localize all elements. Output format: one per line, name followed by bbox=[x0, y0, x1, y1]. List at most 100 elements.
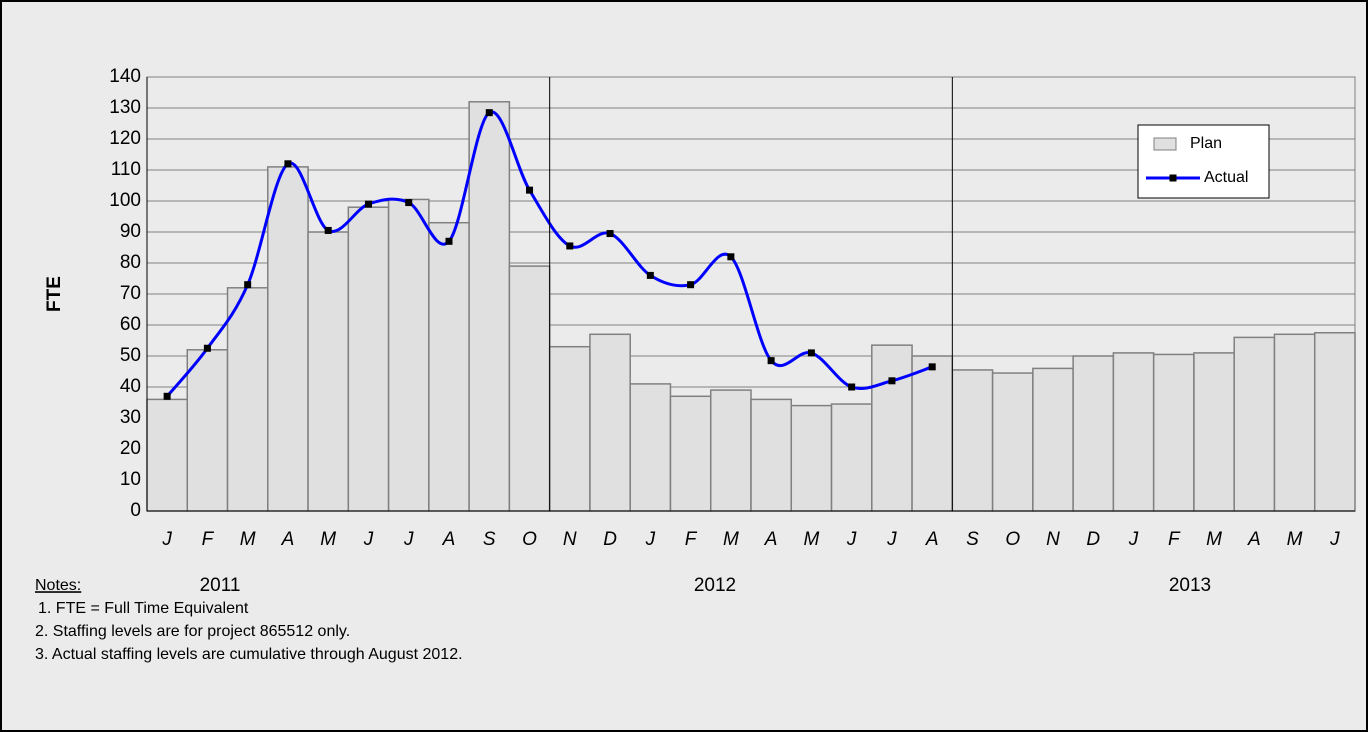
legend-marker bbox=[1169, 174, 1177, 182]
y-tick-label: 80 bbox=[120, 252, 141, 273]
marker bbox=[566, 242, 574, 250]
x-tick-label: J bbox=[161, 529, 172, 550]
legend-swatch bbox=[1153, 137, 1177, 151]
bar bbox=[428, 221, 470, 512]
y-tick-label: 40 bbox=[120, 376, 141, 397]
y-tick-label: 0 bbox=[130, 500, 141, 521]
marker bbox=[646, 271, 654, 279]
marker bbox=[687, 281, 695, 289]
x-tick-label: A bbox=[1247, 529, 1261, 550]
bar bbox=[1313, 332, 1356, 512]
y-tick-label: 50 bbox=[120, 345, 141, 366]
year-label: 2013 bbox=[1169, 575, 1211, 596]
note: 2. Staffing levels are for project 86551… bbox=[35, 623, 350, 640]
x-tick-label: F bbox=[1168, 529, 1181, 550]
marker bbox=[405, 199, 413, 207]
marker bbox=[244, 281, 252, 289]
marker bbox=[807, 349, 815, 357]
bar bbox=[790, 404, 833, 512]
marker bbox=[526, 186, 534, 194]
note: 3. Actual staffing levels are cumulative… bbox=[35, 646, 463, 663]
bar bbox=[991, 372, 1034, 512]
bar bbox=[347, 206, 390, 512]
marker bbox=[928, 363, 936, 371]
x-tick-label: J bbox=[363, 529, 374, 550]
note: 1. FTE = Full Time Equivalent bbox=[38, 600, 249, 617]
bar bbox=[508, 265, 551, 512]
x-tick-label: A bbox=[281, 529, 295, 550]
marker bbox=[284, 160, 292, 168]
marker bbox=[485, 109, 493, 117]
x-tick-label: J bbox=[403, 529, 414, 550]
x-tick-label: N bbox=[1046, 529, 1060, 550]
bar bbox=[387, 198, 430, 512]
marker bbox=[445, 237, 453, 245]
y-tick-label: 130 bbox=[109, 97, 141, 118]
y-tick-label: 30 bbox=[120, 407, 141, 428]
marker bbox=[888, 377, 896, 385]
y-tick-label: 100 bbox=[109, 190, 141, 211]
y-tick-label: 60 bbox=[120, 314, 141, 335]
x-tick-label: M bbox=[320, 529, 336, 550]
marker bbox=[324, 226, 332, 234]
bar bbox=[548, 345, 591, 512]
bar bbox=[709, 389, 752, 512]
marker bbox=[848, 383, 856, 391]
marker bbox=[727, 253, 735, 261]
x-tick-label: M bbox=[1287, 529, 1303, 550]
y-axis-label: FTE bbox=[44, 276, 65, 312]
legend-label: Actual bbox=[1204, 169, 1248, 186]
bar bbox=[307, 231, 350, 512]
bar bbox=[589, 333, 631, 512]
bar bbox=[1273, 333, 1316, 512]
bar bbox=[1112, 352, 1155, 512]
x-tick-label: M bbox=[240, 529, 256, 550]
bar bbox=[186, 349, 229, 512]
year-label: 2011 bbox=[200, 575, 241, 596]
x-tick-label: J bbox=[645, 529, 656, 550]
bar bbox=[669, 395, 712, 512]
y-tick-label: 70 bbox=[120, 283, 141, 304]
bar bbox=[830, 403, 873, 512]
marker bbox=[163, 392, 171, 400]
x-tick-label: M bbox=[723, 529, 739, 550]
x-tick-label: M bbox=[803, 529, 819, 550]
bar bbox=[911, 355, 954, 512]
marker bbox=[606, 230, 614, 238]
x-tick-label: S bbox=[483, 529, 496, 550]
y-tick-label: 120 bbox=[109, 128, 141, 149]
y-tick-label: 90 bbox=[120, 221, 141, 242]
year-label: 2012 bbox=[694, 575, 736, 596]
y-tick-label: 140 bbox=[109, 66, 141, 87]
marker bbox=[364, 200, 372, 208]
bar bbox=[1152, 353, 1195, 512]
bar bbox=[226, 287, 269, 512]
bar bbox=[750, 398, 793, 512]
marker bbox=[767, 357, 775, 365]
bar bbox=[1032, 367, 1074, 512]
bar bbox=[629, 383, 672, 512]
bar bbox=[1072, 355, 1115, 512]
x-tick-label: J bbox=[846, 529, 857, 550]
x-tick-label: J bbox=[1329, 529, 1340, 550]
x-tick-label: F bbox=[202, 529, 215, 550]
x-tick-label: O bbox=[1005, 529, 1020, 550]
x-tick-label: A bbox=[764, 529, 778, 550]
marker bbox=[203, 344, 211, 352]
x-tick-label: F bbox=[685, 529, 698, 550]
y-tick-label: 110 bbox=[111, 159, 141, 180]
x-tick-label: S bbox=[966, 529, 979, 550]
legend-label: Plan bbox=[1190, 135, 1222, 152]
x-tick-label: J bbox=[1128, 529, 1139, 550]
bar bbox=[468, 101, 511, 512]
x-tick-label: A bbox=[442, 529, 456, 550]
notes-title: Notes: bbox=[35, 577, 81, 594]
x-tick-label: J bbox=[886, 529, 897, 550]
x-tick-label: D bbox=[1086, 529, 1100, 550]
bar bbox=[951, 369, 994, 512]
x-tick-label: A bbox=[925, 529, 939, 550]
x-tick-label: O bbox=[522, 529, 537, 550]
bar bbox=[146, 398, 189, 512]
